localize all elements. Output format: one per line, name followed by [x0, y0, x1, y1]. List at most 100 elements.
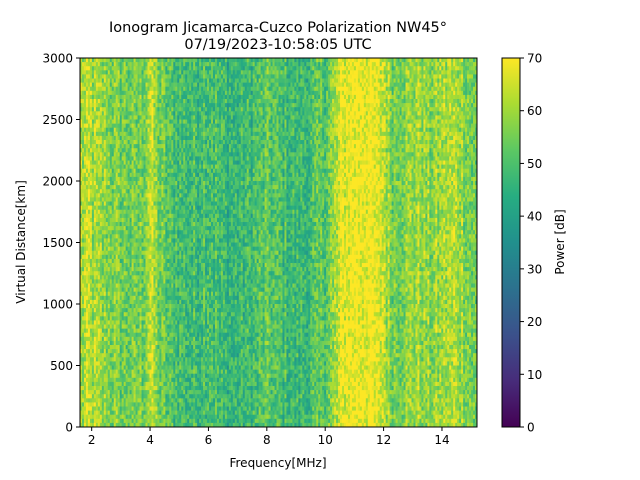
heatmap-cell: [155, 254, 158, 260]
heatmap-cell: [101, 258, 105, 264]
heatmap-cell: [165, 287, 168, 293]
heatmap-cell: [153, 398, 156, 403]
heatmap-cell: [93, 119, 97, 124]
heatmap-cell: [171, 222, 174, 227]
heatmap-cell: [80, 217, 83, 223]
heatmap-cell: [167, 123, 170, 129]
heatmap-cell: [135, 295, 138, 301]
heatmap-cell: [175, 246, 178, 252]
heatmap-cell: [115, 283, 119, 288]
heatmap-cell: [157, 271, 160, 276]
heatmap-cell: [147, 299, 150, 305]
heatmap-cell: [109, 386, 113, 391]
heatmap-cell: [173, 135, 176, 141]
heatmap-cell: [135, 140, 138, 145]
heatmap-cell: [187, 414, 190, 420]
heatmap-cell: [127, 127, 130, 133]
heatmap-cell: [153, 386, 156, 391]
heatmap-cell: [151, 246, 154, 252]
heatmap-cell: [139, 127, 142, 133]
heatmap-cell: [85, 336, 89, 342]
heatmap-cell: [111, 140, 115, 145]
heatmap-cell: [99, 115, 103, 120]
heatmap-cell: [115, 275, 119, 280]
heatmap-cell: [111, 312, 115, 317]
heatmap-cell: [80, 90, 83, 96]
heatmap-cell: [179, 74, 182, 79]
heatmap-cell: [181, 127, 184, 133]
heatmap-cell: [149, 66, 152, 71]
heatmap-cell: [81, 209, 85, 215]
heatmap-cell: [153, 82, 156, 88]
heatmap-cell: [101, 115, 105, 120]
heatmap-cell: [135, 345, 138, 350]
heatmap-cell: [163, 123, 166, 129]
heatmap-cell: [183, 308, 186, 313]
heatmap-cell: [149, 377, 152, 383]
heatmap-cell: [133, 176, 136, 182]
heatmap-cell: [189, 62, 192, 67]
heatmap-cell: [80, 205, 83, 211]
heatmap-cell: [105, 304, 109, 309]
heatmap-cell: [99, 205, 103, 211]
heatmap-cell: [127, 103, 130, 108]
heatmap-cell: [135, 373, 138, 379]
heatmap-cell: [131, 377, 134, 383]
heatmap-cell: [127, 394, 130, 399]
heatmap-cell: [131, 287, 134, 293]
heatmap-cell: [115, 414, 119, 420]
heatmap-cell: [133, 349, 136, 354]
heatmap-cell: [111, 172, 115, 178]
heatmap-cell: [161, 418, 164, 424]
heatmap-cell: [159, 258, 162, 264]
heatmap-cell: [141, 312, 144, 317]
heatmap-cell: [157, 115, 160, 120]
heatmap-cell: [121, 357, 125, 362]
heatmap-cell: [147, 369, 150, 375]
heatmap-cell: [123, 390, 126, 395]
heatmap-cell: [101, 234, 105, 239]
heatmap-cell: [127, 94, 130, 100]
heatmap-cell: [153, 119, 156, 124]
heatmap-cell: [101, 213, 105, 219]
heatmap-cell: [187, 312, 190, 317]
heatmap-cell: [127, 193, 130, 198]
heatmap-cell: [131, 222, 134, 227]
heatmap-cell: [159, 267, 162, 272]
heatmap-cell: [93, 336, 97, 342]
heatmap-cell: [137, 390, 140, 395]
heatmap-cell: [89, 250, 93, 256]
heatmap-cell: [115, 62, 119, 67]
heatmap-cell: [165, 238, 168, 243]
heatmap-cell: [93, 406, 97, 411]
heatmap-cell: [107, 164, 111, 170]
heatmap-cell: [173, 140, 176, 145]
heatmap-cell: [143, 377, 146, 383]
heatmap-cell: [153, 238, 156, 243]
heatmap-cell: [91, 357, 95, 362]
heatmap-cell: [87, 410, 91, 416]
heatmap-cell: [127, 234, 130, 239]
heatmap-cell: [101, 62, 105, 67]
heatmap-cell: [165, 189, 168, 194]
heatmap-cell: [119, 349, 123, 354]
heatmap-cell: [113, 406, 117, 411]
heatmap-cell: [83, 66, 87, 71]
heatmap-cell: [101, 422, 105, 428]
heatmap-cell: [81, 386, 85, 391]
heatmap-cell: [163, 287, 166, 293]
heatmap-cell: [155, 390, 158, 395]
heatmap-cell: [161, 115, 164, 120]
heatmap-cell: [145, 58, 148, 63]
heatmap-cell: [111, 193, 115, 198]
heatmap-cell: [187, 70, 190, 75]
heatmap-cell: [127, 156, 130, 161]
heatmap-cell: [175, 119, 178, 124]
heatmap-cell: [117, 369, 121, 375]
heatmap-cell: [117, 156, 121, 161]
heatmap-cell: [125, 263, 128, 268]
heatmap-cell: [83, 226, 87, 231]
heatmap-cell: [157, 410, 160, 416]
heatmap-cell: [123, 144, 126, 149]
heatmap-cell: [155, 197, 158, 202]
